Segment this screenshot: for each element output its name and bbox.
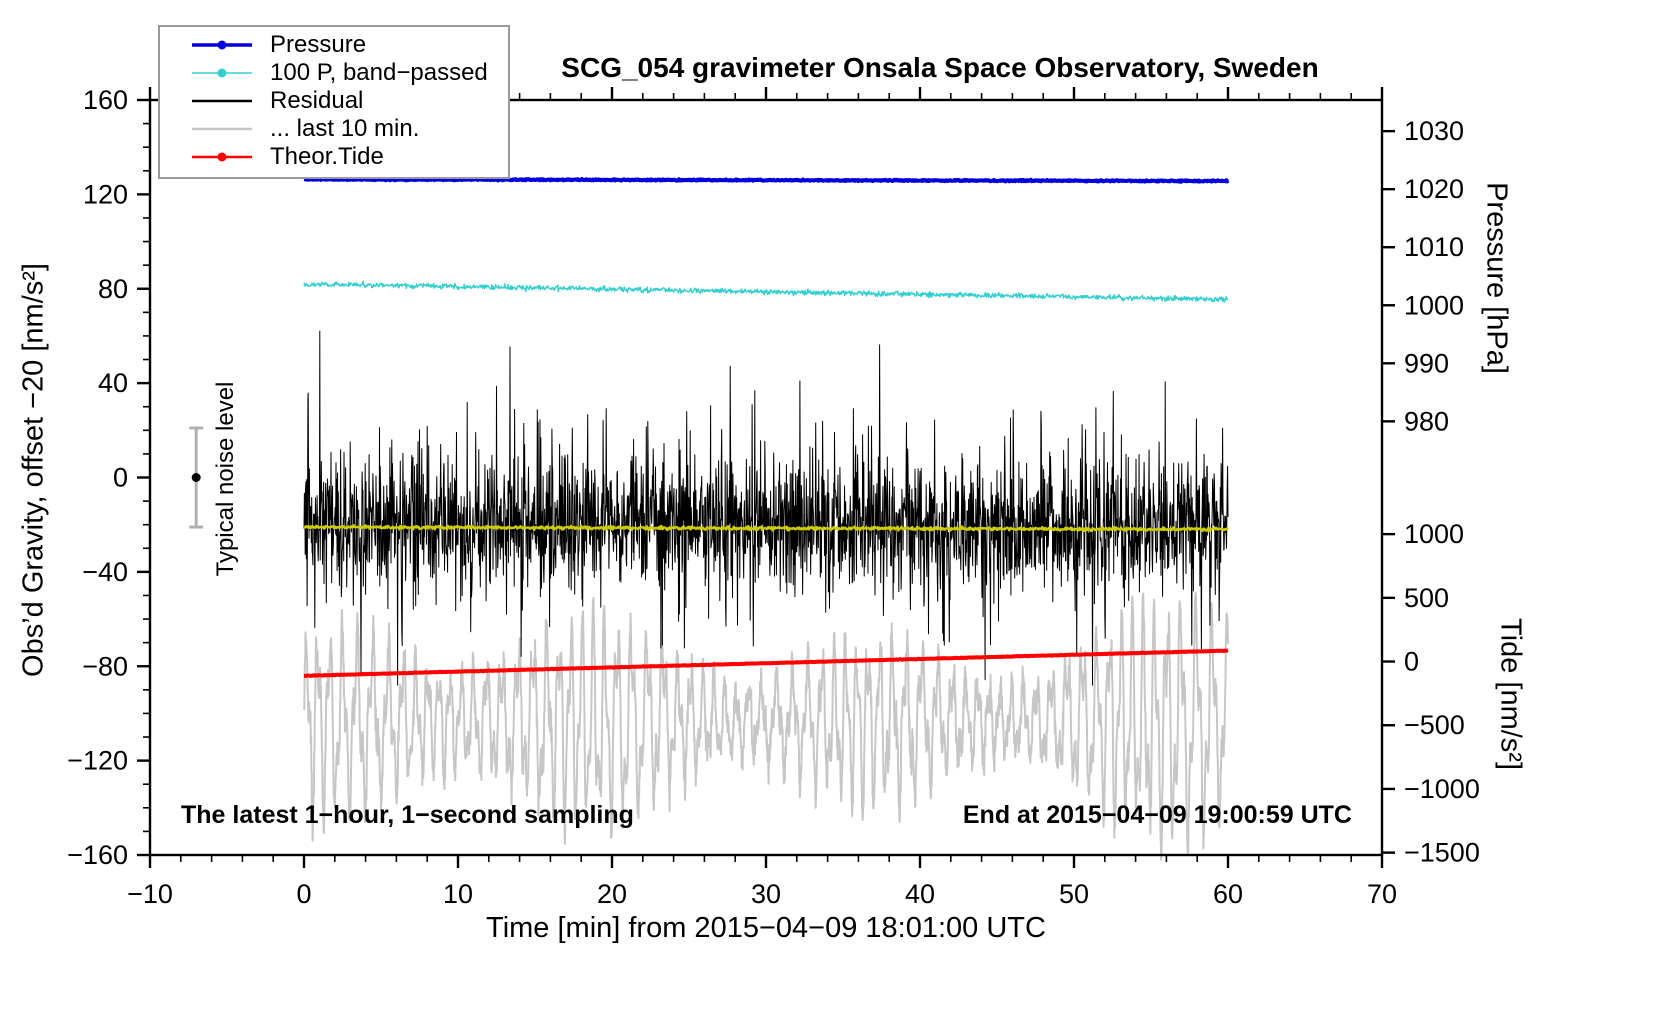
pressure-tick-label: 1010	[1404, 232, 1464, 262]
x-tick-label: 20	[597, 879, 627, 909]
legend-item-label: Theor.Tide	[270, 143, 384, 170]
left-y-axis-label: Obs’d Gravity, offset −20 [nm/s²]	[17, 263, 50, 677]
legend-item-label: 100 P, band−passed	[270, 59, 488, 86]
series-tide	[303, 648, 1229, 678]
y-left-tick-label: −160	[67, 840, 128, 870]
legend-marker-icon	[192, 152, 252, 162]
legend: Pressure 100 P, band−passed Residual... la…	[158, 25, 510, 179]
pressure-tick-label: 990	[1404, 348, 1449, 378]
tide-tick-label: 500	[1404, 583, 1449, 613]
legend-marker-icon	[192, 99, 252, 103]
series-pressure	[302, 176, 1230, 184]
y-left-tick-label: 80	[98, 274, 128, 304]
pressure-tick-label: 1030	[1404, 116, 1464, 146]
pressure-tick-label: 980	[1404, 406, 1449, 436]
tide-tick-label: −1000	[1404, 774, 1480, 804]
legend-marker-icon	[192, 68, 252, 78]
y-left-tick-label: 160	[83, 85, 128, 115]
x-tick-label: 0	[296, 879, 311, 909]
series-band-passed	[303, 280, 1229, 303]
y-left-tick-label: 40	[98, 368, 128, 398]
x-tick-label: 50	[1059, 879, 1089, 909]
noise-level-label: Typical noise level	[212, 381, 239, 577]
legend-item-label: Residual	[270, 87, 364, 114]
y-left-tick-label: −120	[67, 746, 128, 776]
tide-axis-label: Tide [nm/s²]	[1494, 617, 1527, 771]
y-left-tick-label: −80	[82, 651, 128, 681]
series-residual-smoothed	[303, 524, 1229, 533]
legend-marker-icon	[192, 40, 252, 50]
y-left-tick-label: −40	[82, 557, 128, 587]
tide-tick-label: −1500	[1404, 838, 1480, 868]
y-left-tick-label: 120	[83, 179, 128, 209]
series-last10	[303, 591, 1229, 861]
noise-bar-dot	[191, 473, 201, 482]
x-tick-label: 30	[751, 879, 781, 909]
legend-item-label: ... last 10 min.	[270, 115, 420, 142]
tide-tick-label: 1000	[1404, 519, 1464, 549]
pressure-tick-label: 1020	[1404, 174, 1464, 204]
legend-item: Theor.Tide	[160, 143, 508, 171]
chart-title: SCG_054 gravimeter Onsala Space Observat…	[561, 52, 1319, 83]
x-tick-label: 70	[1367, 879, 1397, 909]
legend-item: Pressure	[160, 31, 508, 59]
legend-item: Residual	[160, 87, 508, 115]
series-residual	[303, 330, 1229, 686]
legend-item-label: Pressure	[270, 31, 367, 58]
pressure-axis-label: Pressure [hPa]	[1480, 182, 1513, 374]
tide-tick-label: −500	[1404, 710, 1465, 740]
x-tick-label: 40	[905, 879, 935, 909]
tide-tick-label: 0	[1404, 647, 1419, 677]
pressure-tick-label: 1000	[1404, 290, 1464, 320]
x-tick-label: 60	[1213, 879, 1243, 909]
y-left-tick-label: 0	[113, 463, 128, 493]
legend-item: 100 P, band−passed	[160, 59, 508, 87]
x-tick-label: 10	[443, 879, 473, 909]
sampling-note: The latest 1−hour, 1−second sampling	[181, 801, 634, 829]
end-time-note: End at 2015−04−09 19:00:59 UTC	[962, 801, 1352, 829]
x-tick-label: −10	[127, 879, 173, 909]
legend-marker-icon	[192, 127, 252, 131]
legend-item: ... last 10 min.	[160, 115, 508, 143]
x-axis-label: Time [min] from 2015−04−09 18:01:00 UTC	[486, 912, 1046, 944]
